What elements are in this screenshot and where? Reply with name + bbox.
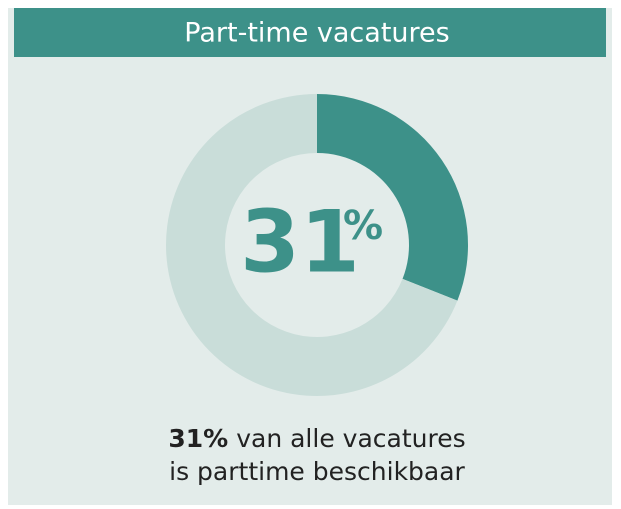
donut-segment [317,94,469,301]
panel [8,8,612,505]
center-unit: % [343,203,383,249]
caption-emphasis: 31% [168,424,228,453]
donut [166,94,469,396]
caption-line: 31% van alle vacatures [168,424,465,453]
caption-line: is parttime beschikbaar [169,457,465,486]
center-value: 31 [240,192,360,292]
caption-text: van alle vacatures [236,424,465,453]
title-bar [14,8,606,57]
chart-title: Part-time vacatures [184,18,449,49]
donut-segment [166,94,458,396]
